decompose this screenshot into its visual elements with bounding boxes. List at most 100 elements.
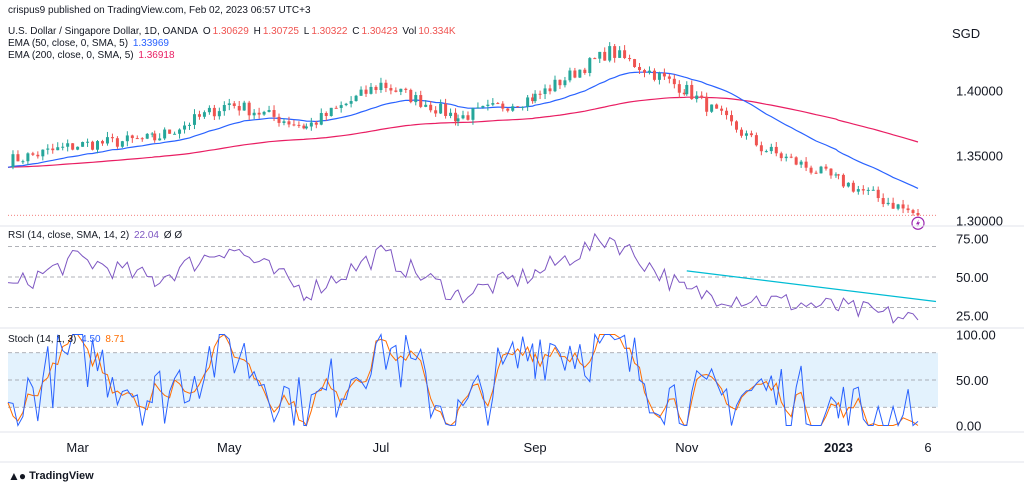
low-label: L xyxy=(303,26,310,37)
candle-body xyxy=(96,141,100,150)
tradingview-logo-icon: ▲● xyxy=(8,469,26,483)
candle-body xyxy=(354,95,358,102)
candle-body xyxy=(439,103,443,114)
candle xyxy=(876,186,880,202)
candle-body xyxy=(135,138,139,140)
candle xyxy=(324,111,328,121)
candle-body xyxy=(829,168,833,176)
candle xyxy=(677,80,681,98)
candle-body xyxy=(394,90,398,92)
candle-body xyxy=(183,125,187,130)
candle xyxy=(309,117,313,131)
candle xyxy=(829,168,833,179)
price-tick-label: 1.40000 xyxy=(956,83,1003,98)
candle-body xyxy=(192,114,196,125)
candle xyxy=(439,99,443,114)
close-label: C xyxy=(352,26,360,37)
candle xyxy=(150,132,154,138)
candle xyxy=(705,92,709,117)
stoch-k-line xyxy=(7,332,919,427)
candle xyxy=(558,79,562,89)
candle xyxy=(272,105,276,122)
axes: 1.30000 1.35000 1.40000 25.00 50.00 75.00 0.00… xyxy=(0,83,1024,463)
candle-body xyxy=(81,142,85,147)
ema50-line xyxy=(7,71,919,189)
candle xyxy=(901,199,905,214)
vol-label: Vol xyxy=(402,26,417,37)
candle xyxy=(96,140,100,154)
candle xyxy=(744,130,748,140)
candle xyxy=(809,165,813,175)
candle-body xyxy=(46,148,50,150)
candle xyxy=(217,107,221,120)
symbol-title: U.S. Dollar / Singapore Dollar, 1D, OAND… xyxy=(8,26,199,37)
candle-body xyxy=(252,112,256,116)
candle xyxy=(623,45,627,60)
candle xyxy=(647,66,651,75)
candle-body xyxy=(526,97,530,107)
candle-body xyxy=(789,156,793,158)
candle xyxy=(486,99,490,111)
candle-body xyxy=(846,182,850,187)
candle-body xyxy=(257,112,261,115)
candle xyxy=(304,123,308,130)
candle-body xyxy=(76,146,80,150)
open-value: 1.30629 xyxy=(212,26,249,37)
candle xyxy=(856,185,860,195)
candle-body xyxy=(277,116,281,123)
candle xyxy=(834,172,838,178)
candle-body xyxy=(531,97,535,102)
candle xyxy=(603,47,607,61)
rsi-tick-label: 50.00 xyxy=(956,270,989,285)
candle xyxy=(247,100,251,120)
tradingview-brand[interactable]: ▲● TradingView xyxy=(8,469,94,483)
candle-body xyxy=(168,129,172,134)
candle xyxy=(841,173,845,189)
candle xyxy=(573,67,577,79)
candle-body xyxy=(774,146,778,154)
candle-body xyxy=(583,69,587,74)
candle xyxy=(197,110,201,120)
candle xyxy=(804,157,808,172)
candle-body xyxy=(11,154,15,168)
candle xyxy=(471,107,475,125)
ema200-line xyxy=(7,96,919,168)
candle-body xyxy=(227,103,231,106)
candle-body xyxy=(856,189,860,192)
candle-body xyxy=(41,149,45,157)
candle-body xyxy=(247,102,251,116)
candle xyxy=(779,151,783,162)
candle xyxy=(297,121,301,128)
candle-body xyxy=(197,114,201,117)
candle xyxy=(652,68,656,82)
candle-body xyxy=(720,108,724,111)
candle-body xyxy=(506,108,510,111)
candle xyxy=(759,141,763,156)
candle-body xyxy=(705,96,709,112)
candle xyxy=(794,156,798,166)
rsi-trendline xyxy=(686,270,937,303)
candle-body xyxy=(237,105,241,111)
candle-body xyxy=(456,118,460,122)
candle-body xyxy=(404,88,408,90)
candle-body xyxy=(140,138,144,140)
candle xyxy=(287,116,291,128)
candle xyxy=(851,180,855,193)
rsi-empty-values: Ø Ø xyxy=(163,230,183,241)
candle xyxy=(207,105,211,115)
candle-body xyxy=(449,112,453,116)
candle xyxy=(526,94,530,112)
candle-body xyxy=(110,137,114,139)
candle xyxy=(424,100,428,108)
candle-body xyxy=(267,110,271,112)
candle-body xyxy=(906,208,910,211)
candle xyxy=(282,118,286,126)
candle xyxy=(135,135,139,140)
candle-body xyxy=(685,84,689,95)
ema50-value: 1.33969 xyxy=(132,38,169,49)
candle-body xyxy=(364,89,368,94)
candle-body xyxy=(302,125,306,129)
candle xyxy=(292,119,296,127)
rsi-tick-label: 25.00 xyxy=(956,308,989,323)
candle-body xyxy=(553,79,557,92)
